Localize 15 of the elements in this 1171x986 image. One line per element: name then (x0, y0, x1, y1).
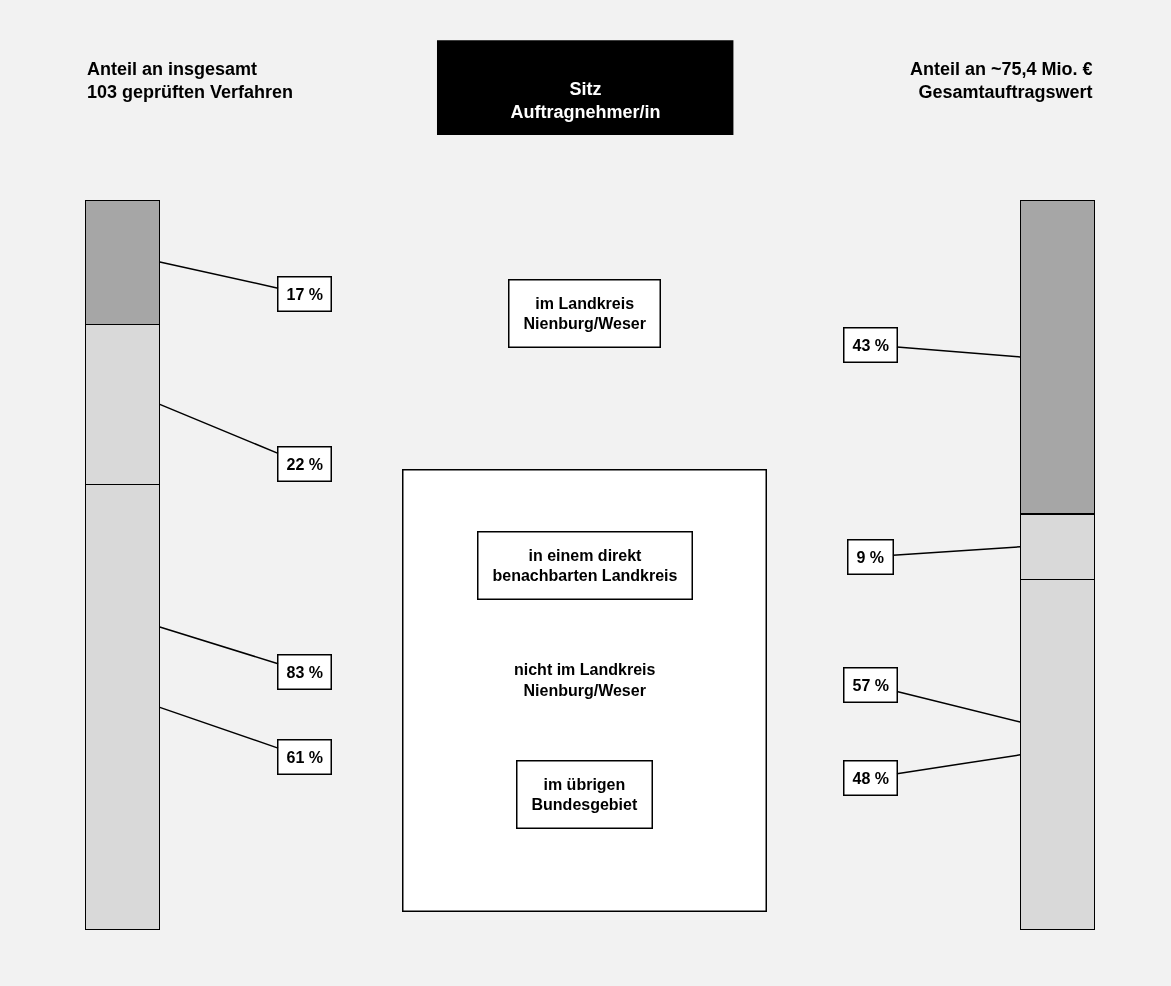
data-label: 61 % (286, 748, 323, 766)
annotation: nicht im Landkreis Nienburg/Weser (514, 661, 656, 699)
x-tick-label: Anteil an insgesamt 103 geprüften Verfahren (87, 59, 294, 103)
annotation: in einem direkt benachbarten Landkreis (492, 546, 678, 585)
data-label: 17 % (286, 285, 323, 303)
data-label: 48 % (852, 769, 889, 787)
chart-title: Sitz Auftragnehmer/in (510, 79, 661, 123)
data-label: 43 % (852, 336, 889, 354)
annotation: 83 % (286, 663, 323, 681)
x-tick-label: Anteil an ~75,4 Mio. € Gesamtauftragswert (910, 59, 1093, 103)
annotation: im übrigen Bundesgebiet (531, 775, 638, 814)
annotation: im Landkreis Nienburg/Weser (523, 294, 646, 333)
data-label: 22 % (286, 455, 323, 473)
data-label: 9 % (856, 548, 885, 566)
annotation: 57 % (852, 676, 889, 694)
